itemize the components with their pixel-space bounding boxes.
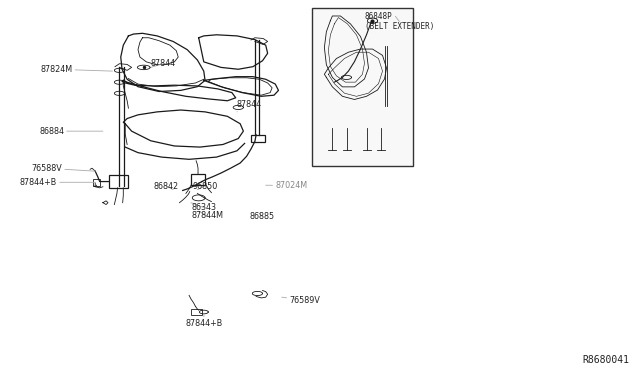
Text: 87844M: 87844M	[191, 211, 223, 220]
Text: 76588V: 76588V	[31, 164, 95, 173]
Bar	[251, 135, 265, 141]
Text: 87844: 87844	[151, 59, 176, 68]
Text: 87844+B: 87844+B	[186, 314, 223, 328]
Text: 87844+B: 87844+B	[20, 178, 95, 187]
Bar	[93, 179, 100, 186]
Text: 87824M: 87824M	[40, 65, 113, 74]
Bar	[109, 175, 129, 188]
Text: 86848P
(BELT EXTENDER): 86848P (BELT EXTENDER)	[365, 12, 434, 31]
Text: 86885: 86885	[250, 212, 275, 221]
Bar	[191, 174, 205, 185]
Text: R8680041: R8680041	[583, 355, 630, 365]
Text: 86343: 86343	[191, 203, 216, 212]
Text: 86842: 86842	[154, 182, 179, 190]
Bar	[312, 8, 413, 166]
Text: 87844: 87844	[237, 100, 262, 112]
Text: 87024M: 87024M	[266, 181, 307, 190]
Text: 96850: 96850	[192, 182, 218, 190]
Text: 86884: 86884	[39, 126, 103, 136]
Bar	[191, 310, 202, 315]
Text: 76589V: 76589V	[282, 296, 320, 305]
